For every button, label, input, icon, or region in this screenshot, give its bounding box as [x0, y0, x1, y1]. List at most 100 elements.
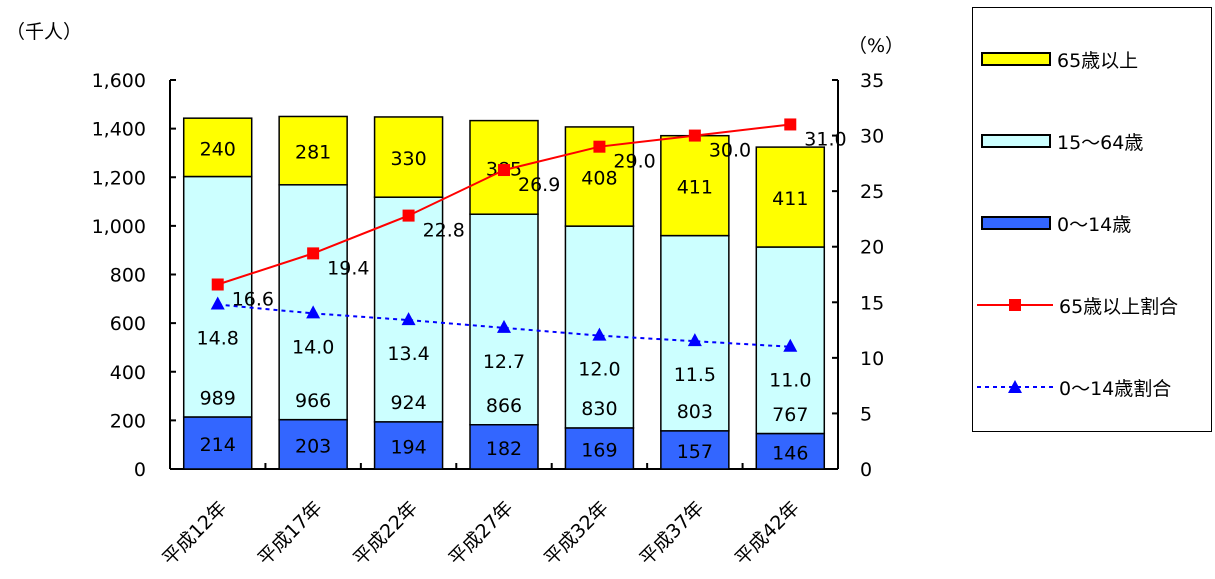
right-tick-label: 5 — [860, 403, 872, 425]
data-label-0-14-ratio: 12.0 — [578, 359, 620, 381]
data-label-age65: 240 — [200, 138, 236, 160]
legend-label-ratio0-14: 0～14歳割合 — [1059, 377, 1172, 400]
point-65-ratio — [498, 164, 510, 177]
bar-segment-age15-64 — [373, 196, 444, 423]
left-tick-label: 1,400 — [92, 119, 146, 141]
point-0-14-ratio — [687, 333, 702, 347]
data-label-65-ratio: 16.6 — [232, 289, 274, 311]
bar-segment-age15-64 — [278, 184, 348, 421]
left-tick-label: 400 — [110, 362, 146, 384]
legend-item-age15-64: 15～64歳 — [981, 129, 1144, 154]
right-tick-label: 30 — [860, 126, 884, 148]
data-label-age0-14: 146 — [772, 442, 808, 464]
point-0-14-ratio — [783, 338, 798, 352]
left-tick-label: 1,200 — [92, 167, 146, 189]
data-label-0-14-ratio: 11.0 — [769, 370, 811, 392]
legend-item-age0-14: 0～14歳 — [981, 211, 1132, 236]
left-tick-label: 1,000 — [92, 216, 146, 238]
x-category-label: 平成42年 — [731, 497, 804, 570]
point-65-ratio — [784, 118, 797, 131]
data-label-age15-64: 966 — [295, 390, 331, 412]
data-label-65-ratio: 29.0 — [613, 151, 655, 173]
data-label-age15-64: 767 — [772, 404, 808, 426]
right-tick-label: 35 — [860, 70, 884, 92]
point-0-14-ratio — [210, 296, 225, 310]
left-tick-label: 0 — [134, 459, 146, 481]
bar-segment-age0-14 — [278, 418, 348, 470]
left-tick-label: 200 — [110, 410, 146, 432]
point-65-ratio — [307, 247, 320, 260]
legend-item-age65: 65歳以上 — [981, 47, 1139, 72]
right-tick-label: 0 — [860, 459, 872, 481]
bar-segment-age0-14 — [469, 424, 539, 470]
right-tick-label: 20 — [860, 237, 884, 259]
data-label-age65: 408 — [581, 168, 617, 190]
point-65-ratio — [688, 129, 701, 142]
plot-area: 0 200 400 600 800 1,000 1,200 1,400 1,600 0 5 10 15 2… — [92, 70, 885, 570]
point-0-14-ratio — [306, 305, 321, 319]
data-label-65-ratio: 26.9 — [518, 174, 560, 196]
data-label-age0-14: 194 — [390, 436, 426, 458]
point-65-ratio — [211, 278, 224, 291]
left-axis-unit: （千人） — [6, 21, 82, 43]
x-category-label: 平成22年 — [349, 497, 422, 570]
data-label-0-14-ratio: 14.8 — [197, 328, 239, 350]
x-category-label: 平成27年 — [445, 497, 518, 570]
left-tick-label: 600 — [110, 313, 146, 335]
data-label-age0-14: 203 — [295, 435, 331, 457]
bar-segment-age15-64 — [564, 225, 635, 429]
data-label-age0-14: 182 — [486, 438, 522, 460]
data-label-age15-64: 803 — [677, 401, 713, 423]
right-axis-unit: （%） — [848, 35, 904, 57]
bar-segment-age0-14 — [373, 421, 444, 470]
legend-line-ratio0-14 — [977, 380, 1053, 393]
legend-item-ratio65: 65歳以上割合 — [977, 293, 1179, 318]
legend-swatch-age0-14 — [981, 216, 1051, 230]
legend-swatch-age65 — [981, 52, 1051, 66]
legend-swatch-age15-64 — [981, 134, 1051, 148]
left-tick-label: 1,600 — [92, 70, 146, 92]
data-label-65-ratio: 31.0 — [804, 128, 846, 150]
data-label-age65: 411 — [677, 177, 713, 199]
bar-segment-age15-64 — [469, 213, 539, 426]
data-label-age0-14: 214 — [200, 434, 236, 456]
bar-segment-age65 — [182, 117, 253, 178]
bar-segment-age65 — [755, 146, 826, 248]
bar-segment-age0-14 — [755, 432, 826, 470]
right-tick-label: 25 — [860, 181, 884, 203]
x-category-label: 平成37年 — [635, 497, 708, 570]
legend: 65歳以上 15～64歳 0～14歳 65歳以上割合 0～14歳割合 — [972, 7, 1212, 432]
point-0-14-ratio — [592, 327, 607, 341]
legend-line-ratio65 — [977, 299, 1053, 311]
bar-segment-age65 — [278, 115, 348, 186]
x-category-label: 平成17年 — [254, 497, 327, 570]
legend-label-ratio65: 65歳以上割合 — [1059, 295, 1179, 318]
legend-label-age0-14: 0～14歳 — [1057, 213, 1132, 236]
bar-segment-age65 — [373, 116, 444, 198]
point-0-14-ratio — [401, 312, 416, 326]
data-label-65-ratio: 22.8 — [423, 220, 465, 242]
point-0-14-ratio — [497, 319, 511, 333]
data-label-0-14-ratio: 14.0 — [292, 336, 334, 358]
legend-label-age65: 65歳以上 — [1057, 49, 1139, 72]
x-category-label: 平成32年 — [540, 497, 613, 570]
left-tick-label: 800 — [110, 265, 146, 287]
data-label-65-ratio: 19.4 — [327, 257, 369, 279]
data-label-0-14-ratio: 11.5 — [674, 364, 716, 386]
bar-segment-age0-14 — [660, 430, 730, 470]
legend-label-age15-64: 15～64歳 — [1057, 131, 1144, 154]
bar-segment-age0-14 — [182, 416, 253, 470]
legend-item-ratio0-14: 0～14歳割合 — [977, 375, 1172, 400]
point-65-ratio — [593, 140, 606, 153]
data-label-age15-64: 830 — [581, 398, 617, 420]
bar-segment-age0-14 — [564, 427, 635, 470]
data-label-age0-14: 169 — [581, 439, 617, 461]
x-category-label: 平成12年 — [158, 497, 231, 570]
population-chart: （千人） （%） 02004006008001,0001,2001,4001,6… — [6, 21, 904, 570]
data-label-age15-64: 866 — [486, 395, 522, 417]
data-label-0-14-ratio: 13.4 — [387, 343, 429, 365]
bar-segment-age15-64 — [182, 175, 253, 418]
data-label-age65: 330 — [390, 148, 426, 170]
right-tick-label: 15 — [860, 292, 884, 314]
data-label-age65: 281 — [295, 142, 331, 164]
